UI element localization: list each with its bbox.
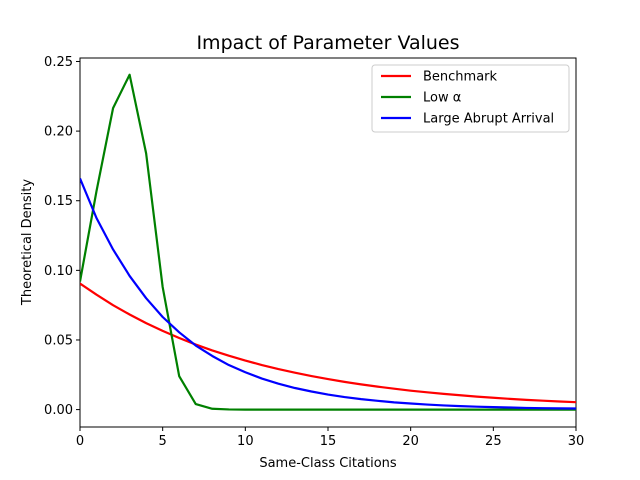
series-line-1: [80, 73, 576, 411]
x-tick-label: 20: [402, 434, 419, 449]
y-tick-label: 0.20: [44, 125, 73, 140]
x-axis: 0 5 10 15 20 25 30: [76, 427, 584, 449]
legend-label-1: Low α: [423, 91, 461, 106]
y-tick-label: 0.00: [44, 403, 73, 418]
x-tick-label: 15: [320, 434, 337, 449]
y-tick-label: 0.25: [44, 55, 73, 70]
series-layer: [80, 73, 576, 411]
y-axis: 0.00 0.05 0.10 0.15 0.20 0.25: [44, 55, 80, 418]
y-tick-label: 0.05: [44, 333, 73, 348]
x-tick-label: 5: [159, 434, 167, 449]
x-tick-label: 10: [237, 434, 254, 449]
y-tick-label: 0.10: [44, 264, 73, 279]
x-tick-label: 0: [76, 434, 84, 449]
legend: Benchmark Low α Large Abrupt Arrival: [371, 64, 570, 133]
chart-title: Impact of Parameter Values: [196, 32, 459, 54]
x-tick-label: 25: [485, 434, 502, 449]
x-tick-label: 30: [568, 434, 585, 449]
legend-label-0: Benchmark: [423, 70, 498, 85]
legend-box: [371, 64, 570, 133]
legend-label-2: Large Abrupt Arrival: [423, 112, 554, 127]
series-line-0: [80, 282, 576, 404]
y-tick-label: 0.15: [44, 194, 73, 209]
series-line-2: [80, 178, 576, 410]
x-axis-label: Same-Class Citations: [259, 456, 397, 471]
y-axis-label: Theoretical Density: [20, 179, 35, 306]
